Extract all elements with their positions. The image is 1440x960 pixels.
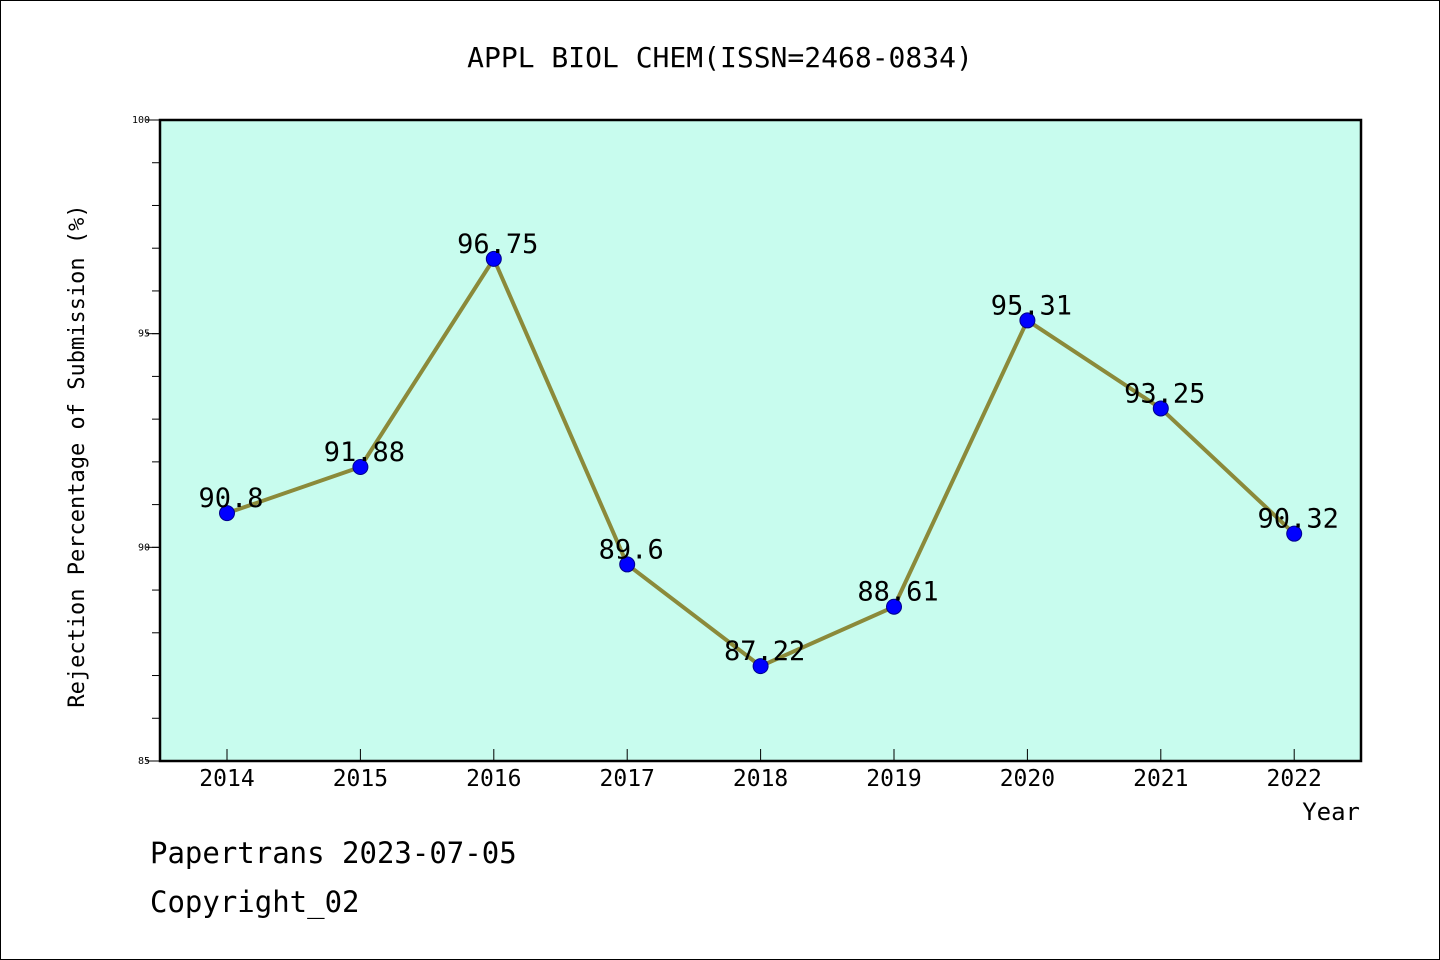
x-tick-label: 2019 [866, 766, 921, 792]
x-tick-label: 2022 [1267, 766, 1322, 792]
data-label: 89.6 [599, 534, 664, 565]
data-labels: 90.8 91.88 96.75 89.6 87.22 88.61 95.31 93.25 90… [198, 229, 1338, 667]
data-point [886, 598, 902, 615]
data-point [219, 505, 235, 522]
footer-copyright-text: Copyright_02 [150, 885, 360, 919]
data-point [752, 658, 769, 675]
data-point [485, 250, 502, 267]
data-label: 90.32 [1258, 504, 1339, 535]
x-tick-label: 2014 [199, 766, 254, 792]
x-tick-label: 2020 [1000, 766, 1055, 792]
x-tick-label: 2016 [466, 766, 521, 792]
x-tick-label: 2021 [1133, 766, 1188, 792]
data-label: 95.31 [991, 290, 1072, 321]
x-tick-label: 2015 [333, 766, 388, 792]
data-label: 91.88 [324, 437, 405, 468]
data-markers [219, 250, 1303, 675]
data-point [1286, 525, 1303, 542]
x-tick-label: 2017 [600, 766, 655, 792]
data-point [619, 556, 636, 573]
y-axis-label: Rejection Percentage of Submission (%) [65, 204, 90, 707]
x-axis-ticks: 2014 2015 2016 2017 2018 2019 2020 2021 2022 [199, 749, 1322, 792]
data-point [352, 458, 369, 475]
x-axis-label: Year [1302, 798, 1360, 826]
data-point [1019, 312, 1036, 329]
plot-area [158, 118, 1363, 763]
data-label: 93.25 [1124, 378, 1205, 409]
y-axis-ticks: 85 90 95 100 [132, 115, 160, 767]
footer-date-text: Papertrans 2023-07-05 [150, 836, 517, 870]
y-tick-label: 100 [132, 115, 150, 126]
data-label: 96.75 [457, 229, 538, 260]
y-tick-label: 85 [138, 756, 150, 767]
data-label: 87.22 [724, 636, 805, 667]
y-tick-label: 90 [138, 542, 150, 553]
y-tick-label: 95 [138, 329, 150, 340]
chart-title: APPL BIOL CHEM(ISSN=2468-0834) [467, 41, 973, 74]
data-point [1152, 400, 1169, 417]
data-label: 88.61 [857, 577, 938, 608]
x-tick-label: 2018 [733, 766, 788, 792]
data-label: 90.8 [198, 483, 263, 514]
